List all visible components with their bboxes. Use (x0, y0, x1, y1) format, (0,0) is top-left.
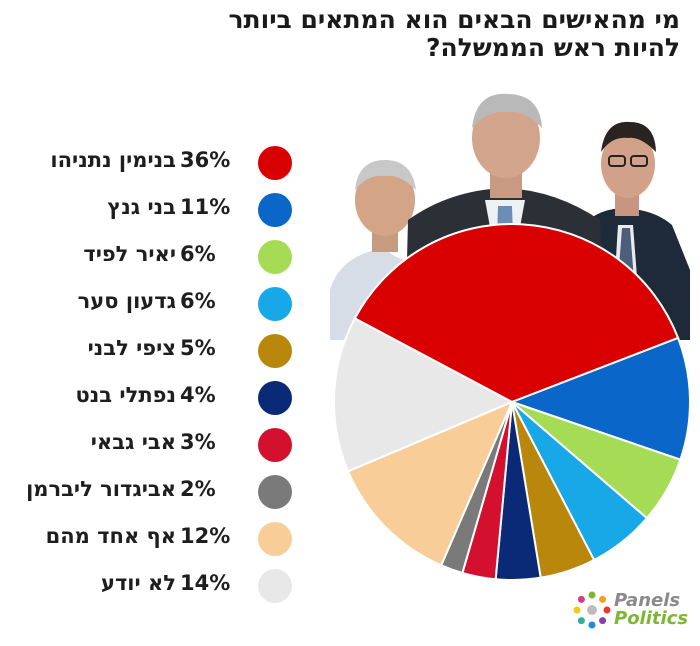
legend-swatch (258, 193, 292, 227)
legend-value: 11% (180, 195, 231, 219)
legend-label: לא יודע (100, 571, 176, 595)
legend-label: בנימין נתניהו (50, 148, 176, 172)
pie-slice (509, 336, 691, 461)
legend-label: אביגדור ליברמן (26, 477, 176, 501)
chart-area (300, 90, 700, 600)
legend-value: 6% (180, 242, 216, 266)
legend-swatch (258, 287, 292, 321)
legend-item: גדעון סער 6% (0, 285, 300, 325)
legend-label: אף אחד מהם (45, 524, 176, 548)
pie-slice (333, 317, 515, 473)
pie-slice (346, 400, 514, 567)
legend-label: יאיר לפיד (83, 242, 176, 266)
legend-value: 36% (180, 148, 231, 172)
legend-swatch (258, 334, 292, 368)
legend-value: 6% (180, 289, 216, 313)
chart-title: מי מהאישים הבאים הוא המתאים ביותר להיות … (40, 6, 680, 62)
title-line-1: מי מהאישים הבאים הוא המתאים ביותר (228, 5, 680, 34)
legend-item: לא יודע 14% (0, 567, 300, 607)
legend-swatch (258, 569, 292, 603)
legend-item: אבי גבאי 3% (0, 426, 300, 466)
legend-item: אף אחד מהם 12% (0, 520, 300, 560)
legend-item: יאיר לפיד 6% (0, 238, 300, 278)
legend-item: אביגדור ליברמן 2% (0, 473, 300, 513)
legend-value: 14% (180, 571, 231, 595)
legend-label: אבי גבאי (90, 430, 176, 454)
legend-swatch (258, 522, 292, 556)
legend-swatch (258, 240, 292, 274)
legend-swatch (258, 428, 292, 462)
pie-chart (333, 223, 691, 581)
legend-swatch (258, 381, 292, 415)
legend-label: ציפי לבני (87, 336, 176, 360)
panels-politics-logo: Panels Politics (570, 588, 695, 634)
legend-value: 5% (180, 336, 216, 360)
title-line-2: להיות ראש הממשלה? (425, 33, 680, 62)
legend-label: נפתלי בנט (75, 383, 176, 407)
legend-item: ציפי לבני 5% (0, 332, 300, 372)
legend-label: גדעון סער (77, 289, 176, 313)
legend-value: 2% (180, 477, 216, 501)
legend-value: 3% (180, 430, 216, 454)
legend: בנימין נתניהו 36% בני גנץ 11% יאיר לפיד 6% גדע… (0, 0, 330, 646)
pie-slice (353, 223, 680, 404)
legend-item: בנימין נתניהו 36% (0, 144, 300, 184)
legend-value: 4% (180, 383, 216, 407)
logo-icon (573, 591, 611, 629)
legend-swatch (258, 146, 292, 180)
legend-value: 12% (180, 524, 231, 548)
legend-item: בני גנץ 11% (0, 191, 300, 231)
legend-swatch (258, 475, 292, 509)
legend-label: בני גנץ (107, 195, 176, 219)
logo-text-politics: Politics (614, 608, 689, 629)
logo-text-panels: Panels (614, 590, 681, 611)
legend-item: נפתלי בנט 4% (0, 379, 300, 419)
